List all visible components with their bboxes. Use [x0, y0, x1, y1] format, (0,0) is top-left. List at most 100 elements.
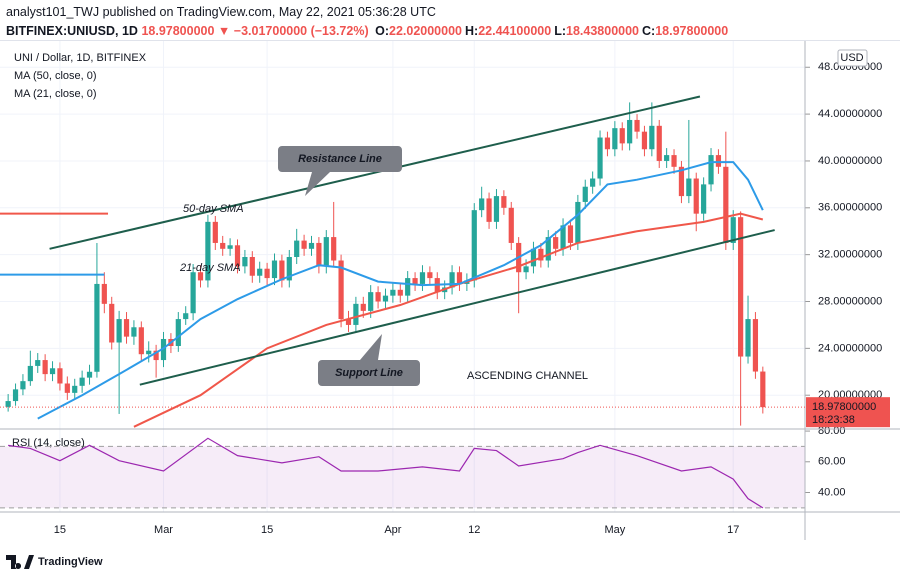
- candle-body: [627, 119, 633, 144]
- bubble: [278, 146, 402, 196]
- candle-body: [264, 268, 270, 279]
- candle-body: [323, 237, 329, 267]
- pattern-label: ASCENDING CHANNEL: [467, 370, 588, 382]
- candle-body: [212, 221, 218, 243]
- candle-body: [49, 368, 56, 375]
- candle-body: [101, 283, 107, 304]
- candle-body: [730, 217, 736, 243]
- candle-body: [738, 217, 744, 357]
- top-border: [0, 40, 900, 41]
- candle-body: [390, 289, 396, 296]
- ohlc-value: 18.97800000: [655, 24, 729, 38]
- header: analyst101_TWJ published on TradingView.…: [6, 3, 728, 41]
- x-tick-label: 17: [727, 524, 739, 536]
- currency: USD: [840, 52, 863, 64]
- currency-box: [837, 49, 868, 67]
- candle-body: [553, 237, 559, 249]
- y-tick-label: 32.00000000: [818, 249, 882, 261]
- candle-body: [183, 313, 189, 320]
- candle-body: [493, 196, 500, 222]
- countdown: 18:23:38: [812, 414, 855, 426]
- candle-body: [456, 272, 463, 284]
- candle-body: [545, 237, 551, 261]
- trend-line: [49, 95, 701, 250]
- logo: [6, 555, 34, 569]
- y-tick-label: 40.00000000: [818, 155, 882, 167]
- annotations: Resistance Line Support Line 50-day SMA 21-…: [179, 146, 588, 386]
- candle-body: [604, 137, 611, 150]
- candle-body: [338, 260, 344, 320]
- candle-body: [590, 178, 596, 187]
- y-tick-label: 28.00000000: [818, 295, 882, 307]
- ohlc-value: 18.43800000: [566, 24, 640, 38]
- candle-body: [175, 319, 181, 347]
- candle-body: [197, 272, 204, 281]
- candle-body: [331, 237, 337, 261]
- candle-body: [486, 198, 492, 222]
- candle-body: [279, 260, 285, 281]
- candle-body: [479, 198, 485, 211]
- candle-body: [301, 240, 307, 249]
- candle-body: [649, 125, 655, 150]
- candle-body: [316, 242, 322, 267]
- last: 18.97800000: [141, 24, 215, 38]
- candle-body: [123, 319, 130, 337]
- candle-body: [368, 292, 374, 311]
- candle-body: [397, 289, 403, 296]
- candle-body: [86, 371, 93, 378]
- rsi-tick-label: 40.00: [818, 486, 846, 498]
- candle-body: [294, 240, 300, 257]
- candle-body: [220, 242, 226, 249]
- candle-body: [271, 260, 278, 279]
- quote-line: BITFINEX:UNIUSD, 1D 18.97800000 ▼ −3.017…: [6, 22, 728, 41]
- candle-body: [471, 210, 477, 281]
- candle-body: [619, 128, 625, 144]
- ohlc-label: L:: [554, 24, 567, 38]
- ohlc-value: 22.02000000: [389, 24, 462, 38]
- x-tick-label: 15: [261, 524, 273, 536]
- candle-body: [701, 184, 707, 214]
- brand: TradingView: [38, 556, 103, 568]
- bubble-label: Support Line: [335, 367, 403, 379]
- candle-body: [582, 186, 588, 202]
- candle-body: [20, 381, 26, 390]
- candle-body: [109, 303, 115, 343]
- candle-body: [375, 292, 381, 302]
- candle-body: [538, 248, 544, 261]
- candle-body: [412, 278, 418, 284]
- candle-body: [160, 338, 167, 361]
- candle-body: [567, 225, 574, 243]
- candle-body: [227, 245, 233, 249]
- candle-body: [523, 266, 529, 273]
- candle-body: [686, 178, 692, 197]
- candle-body: [116, 319, 122, 343]
- candle-body: [671, 155, 677, 167]
- ma-line: [37, 161, 764, 420]
- byline: analyst101_TWJ published on TradingView.…: [6, 5, 436, 19]
- candle-body: [286, 256, 292, 281]
- candle-body: [249, 256, 255, 276]
- bubble-label: Resistance Line: [298, 153, 382, 165]
- candle-body: [501, 196, 507, 208]
- candle-body: [382, 295, 389, 302]
- y-tick-label: 44.00000000: [818, 108, 882, 120]
- candle-body: [664, 155, 670, 161]
- x-tick-label: Apr: [384, 524, 401, 536]
- candle-body: [345, 319, 352, 325]
- arrow: ▼: [217, 24, 231, 38]
- candle-body: [360, 303, 366, 311]
- trend-line: [139, 229, 775, 386]
- candle-body: [745, 319, 751, 357]
- candle-body: [12, 389, 19, 402]
- candle-body: [575, 201, 581, 243]
- candle-body: [64, 383, 70, 393]
- candle-body: [205, 221, 211, 281]
- legend-entry: MA (21, close, 0): [14, 88, 97, 100]
- x-tick-label: Mar: [154, 524, 173, 536]
- change: −3.01700000 (−13.72%): [233, 24, 369, 38]
- candle-body: [153, 350, 159, 361]
- candle-body: [708, 155, 714, 185]
- legend-entry: MA (50, close, 0): [14, 70, 97, 82]
- candle-body: [35, 360, 41, 366]
